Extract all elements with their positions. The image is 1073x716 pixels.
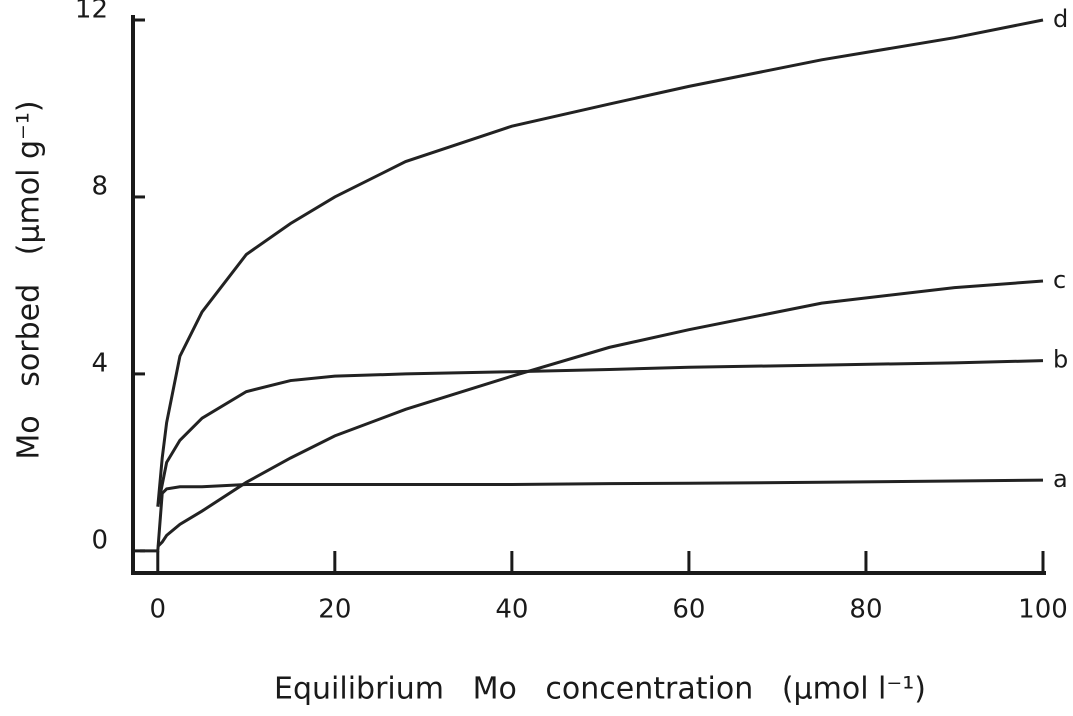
x-tick-label: 100 [1018,595,1068,625]
y-tick-label: 0 [91,525,108,555]
x-tick-label: 60 [672,595,705,625]
series-label: b [1053,346,1068,374]
y-tick-label: 12 [75,0,108,25]
x-axis-title: Equilibrium Mo concentration (µmol l⁻¹) [274,672,926,707]
series-line [156,359,1044,507]
series-label: d [1053,5,1068,33]
series-label: c [1053,266,1066,294]
x-tick-label: 40 [495,595,528,625]
x-tick-label: 20 [318,595,351,625]
series-line [140,478,1044,553]
series-label: a [1053,465,1068,493]
y-tick-label: 8 [91,171,108,201]
y-tick-label: 4 [91,348,108,378]
series-line [156,279,1044,548]
x-tick-label: 80 [849,595,882,625]
x-tick-label: 0 [150,595,167,625]
y-axis-title: Mo sorbed (µmol g⁻¹) [12,100,47,459]
series-line [156,18,1044,507]
